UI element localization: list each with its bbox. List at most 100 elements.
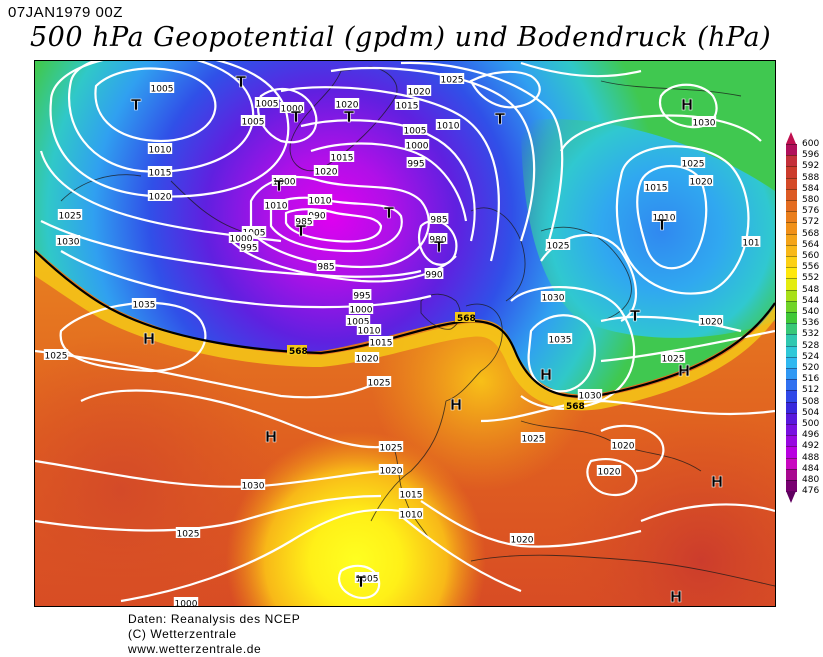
colorbar-segment [786,267,797,280]
low-pressure-marker: T [384,204,395,222]
colorbar-label: 592 [802,161,820,172]
isobar-label: 1025 [177,530,200,540]
isobar-label-bg [610,439,636,450]
isobar-label-bg [540,291,566,302]
isobar-label: 101 [742,239,759,249]
isobar-label: 1005 [356,575,379,585]
isobar-label-bg [313,165,339,176]
contour-label: 568 [289,347,308,357]
colorbar-segment [786,144,797,157]
colorbar-segment [786,155,797,168]
isobar-label: 1010 [653,214,676,224]
isobar-label: 1010 [400,511,423,521]
isobar-label-bg [660,352,686,363]
colorbar-label: 584 [802,183,820,194]
colorbar-label: 492 [802,441,820,452]
colorbar-segment [786,379,797,392]
low-pressure-marker: T [291,108,302,126]
colorbar-label: 540 [802,307,820,317]
isobar-label: 1000 [406,142,429,152]
colorbar-segment [786,177,797,190]
isobar-label: 1020 [315,168,338,178]
isobar-label-bg [520,432,546,443]
colorbar-segment [786,278,797,291]
isobar-label: 1035 [549,336,572,346]
isobar-label-bg [228,232,254,243]
colorbar-segment [786,188,797,201]
date-label: 07JAN1979 00Z [8,4,123,21]
colorbar-label: 524 [802,351,820,362]
isobar-label-bg [271,175,297,186]
color-legend: 600 596 592 588 584 580 576 572 568 564 560 556 552 5… [786,132,823,527]
contour-label: 568 [457,314,476,324]
colorbar-label: 528 [802,340,820,351]
isobar-label: 1005 [243,229,266,239]
colorbar-segment [786,368,797,381]
colorbar-label: 488 [802,452,820,463]
isobar-label: 1025 [547,242,570,252]
colorbar-label: 504 [802,407,820,418]
colorbar-label: 580 [802,195,820,205]
isobar-label: 1020 [336,101,359,111]
isobar-label: 995 [353,292,370,302]
colorbar-segment [786,401,797,414]
isobar-label-bg [680,157,706,168]
isobar-label-bg [57,209,83,220]
high-pressure-marker: H [670,588,683,606]
isobar-label: 1020 [380,467,403,477]
isobar-label-bg [240,115,266,126]
high-pressure-marker: H [450,396,463,414]
isobar-label-bg [577,389,603,400]
isobar-label-bg [316,260,336,271]
isobar-label: 1005 [256,100,279,110]
isobar-label-bg [428,233,448,244]
isobar-label: 1020 [149,193,172,203]
isobar-label: 1025 [368,379,391,389]
isobar-label-bg [307,194,333,205]
isobar-label: 1020 [408,88,431,98]
colorbar-segment [786,256,797,269]
low-pressure-marker: T [131,96,142,114]
isobar-label-bg [345,315,371,326]
low-pressure-marker: T [356,573,367,591]
isobar-label-bg [596,465,622,476]
high-pressure-marker: H [681,96,694,114]
colorbar-segment [786,480,797,493]
low-pressure-marker: T [495,110,506,128]
isobar-label-bg [254,97,280,108]
isobar-label: 1010 [437,122,460,132]
isobar-label: 1030 [242,482,265,492]
isobar-label: 1030 [579,392,602,402]
colorbar-segment [786,323,797,336]
colorbar-label: 552 [802,273,820,284]
colorbar-segment [786,468,797,481]
colorbar-label: 508 [802,396,820,407]
high-pressure-marker: H [265,428,278,446]
isobar-label-bg [263,199,289,210]
isobar-label: 1005 [151,85,174,95]
isobar-label: 1025 [682,160,705,170]
colorbar-segment [786,446,797,459]
isobar-label-bg [354,572,380,583]
isobar-label-bg [398,508,424,519]
isobar-label: 1005 [404,127,427,137]
colorbar-segment [786,289,797,302]
colorbar-segment [786,166,797,179]
isobar-label: 1000 [230,235,253,245]
isobar-label-bg [149,82,175,93]
isobar-label-bg [329,151,355,162]
colorbar-label: 588 [802,172,820,183]
isobar-label-bg [307,209,327,220]
isobar-label-bg [424,268,444,279]
isobar-label: 1010 [149,146,172,156]
low-pressure-marker: T [344,108,355,126]
low-pressure-marker: T [296,222,307,240]
isobar-label-bg [651,211,677,222]
isobar-label: 1010 [358,327,381,337]
colorbar-label: 484 [802,463,820,474]
colorbar-label: 516 [802,374,820,385]
isobar-label: 1000 [350,306,373,316]
isobar-label: 1020 [700,318,723,328]
isobar-label: 1030 [542,294,565,304]
